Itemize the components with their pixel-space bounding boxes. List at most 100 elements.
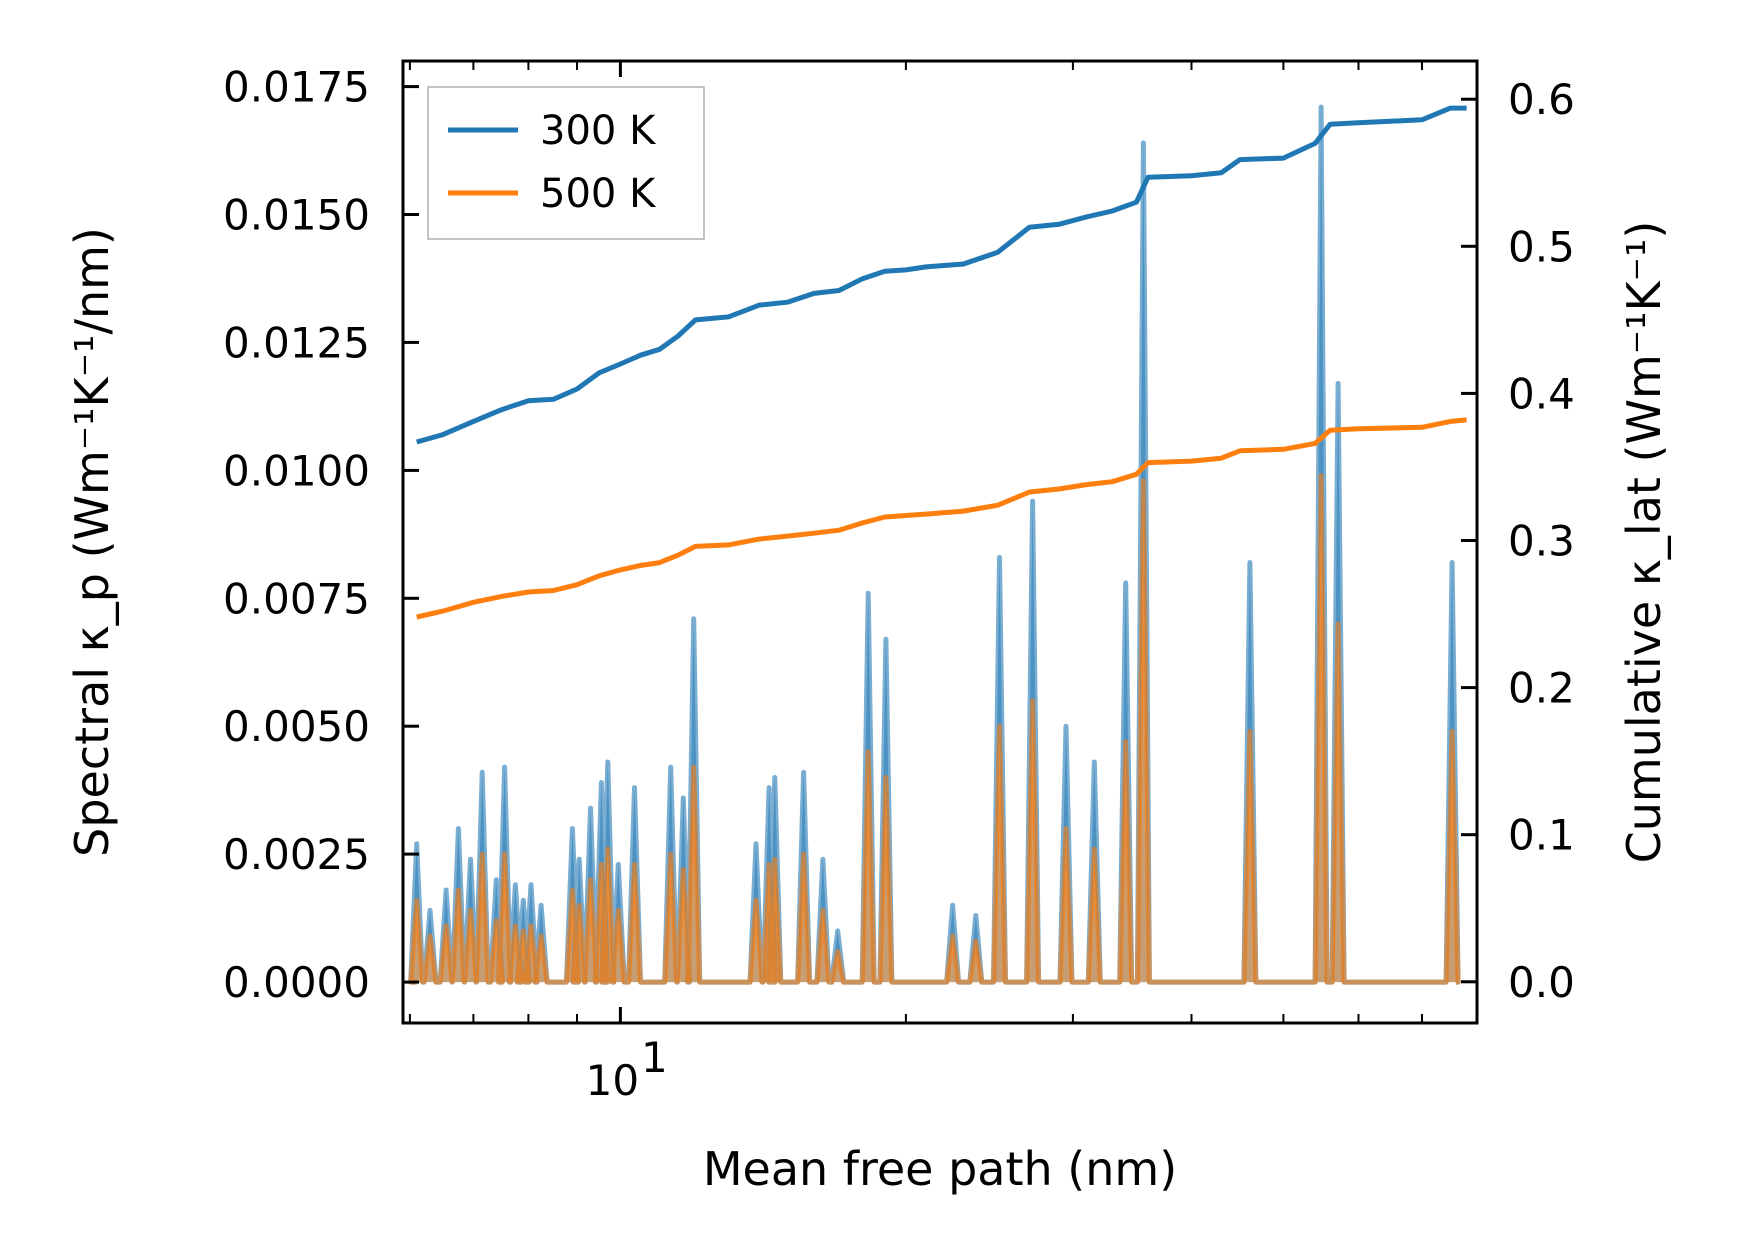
spectral-peak-500K-30	[952, 936, 953, 937]
spectral-peak-300K-7	[504, 767, 505, 768]
y-left-tick-label-5: 0.0125	[223, 318, 370, 367]
spectral-peak-300K-41	[1452, 562, 1453, 563]
spectral-peak-500K-3	[458, 890, 459, 891]
cumulative-point-300K-4	[528, 400, 529, 401]
cumulative-point-300K-26	[1086, 216, 1087, 217]
spectral-peak-300K-0	[416, 843, 417, 844]
spectral-peak-300K-18	[634, 787, 635, 788]
cumulative-line-300K	[416, 105, 1467, 445]
cumulative-point-500K-8	[620, 569, 621, 570]
y-left-tick-label-1: 0.0025	[223, 830, 370, 879]
cumulative-point-300K-16	[814, 293, 815, 294]
x-axis-ticks	[408, 61, 1478, 1023]
spectral-peak-500K-23	[769, 864, 770, 865]
cumulative-point-500K-19	[884, 517, 885, 518]
cumulative-point-500K-22	[963, 511, 964, 512]
cumulative-point-300K-17	[839, 290, 840, 291]
y-right-tick-label-5: 0.5	[1508, 222, 1575, 271]
cumulative-point-500K-13	[728, 544, 729, 545]
cumulative-point-300K-9	[640, 355, 641, 356]
spectral-peak-500K-28	[868, 751, 869, 752]
spectral-peak-300K-33	[1032, 501, 1033, 502]
spectral-peak-500K-34	[1066, 828, 1067, 829]
cumulative-point-300K-33	[1283, 158, 1284, 159]
spectral-peak-300K-8	[515, 884, 516, 885]
spectral-peak-500K-29	[885, 777, 886, 778]
y-right-axis-ticks	[1461, 97, 1477, 984]
cumulative-point-300K-19	[884, 271, 885, 272]
cumulative-point-300K-37	[1422, 119, 1423, 120]
spectral-peak-500K-17	[618, 910, 619, 911]
spectral-peak-300K-10	[531, 884, 532, 885]
cumulative-point-500K-16	[814, 533, 815, 534]
spectral-peak-500K-7	[504, 854, 505, 855]
spectral-peak-500K-4	[470, 910, 471, 911]
spectral-peak-500K-0	[416, 900, 417, 901]
cumulative-point-300K-13	[728, 316, 729, 317]
cumulative-point-300K-27	[1112, 211, 1113, 212]
spectral-peak-300K-38	[1249, 562, 1250, 563]
cumulative-point-300K-15	[787, 302, 788, 303]
y-right-tick-label-0: 0.0	[1508, 958, 1575, 1007]
spectral-peak-300K-24	[774, 777, 775, 778]
spectral-peak-300K-35	[1094, 762, 1095, 763]
x-tick-label-0: 10	[586, 1056, 639, 1105]
spectral-peak-500K-9	[523, 930, 524, 931]
cumulative-point-300K-12	[695, 319, 696, 320]
spectral-peak-300K-19	[670, 767, 671, 768]
y-right-axis-tick-labels: 0.0 0.1 0.2 0.3 0.4 0.5 0.6	[1508, 75, 1575, 1007]
cumulative-point-500K-25	[1059, 489, 1060, 490]
cumulative-point-300K-36	[1358, 122, 1359, 123]
spectral-peak-500K-6	[496, 920, 497, 921]
spectral-peak-500K-33	[1032, 700, 1033, 701]
spectral-peak-500K-15	[601, 864, 602, 865]
y-left-tick-label-2: 0.0050	[223, 702, 370, 751]
spectral-peak-300K-30	[952, 905, 953, 906]
legend-label-300K: 300 K	[540, 108, 657, 154]
spectral-peak-300K-16	[607, 762, 608, 763]
y-left-tick-label-6: 0.0150	[223, 191, 370, 240]
cumulative-point-500K-26	[1086, 484, 1087, 485]
cumulative-point-500K-15	[787, 536, 788, 537]
cumulative-point-500K-38	[1450, 421, 1451, 422]
spectral-peak-500K-39	[1321, 475, 1322, 476]
spectral-series-500K	[408, 473, 1461, 985]
cumulative-point-500K-28	[1136, 474, 1137, 475]
cumulative-point-300K-29	[1148, 177, 1149, 178]
cumulative-point-300K-23	[997, 252, 998, 253]
spectral-peak-500K-22	[756, 900, 757, 901]
y-right-tick-label-1: 0.1	[1508, 811, 1575, 860]
x-tick-label-exp-0: 1	[641, 1033, 668, 1082]
spectral-peak-300K-14	[590, 808, 591, 809]
cumulative-point-500K-20	[905, 515, 906, 516]
cumulative-point-500K-32	[1240, 450, 1241, 451]
cumulative-point-300K-32	[1240, 159, 1241, 160]
cumulative-point-300K-20	[905, 269, 906, 270]
spectral-peak-300K-31	[975, 915, 976, 916]
spectral-peak-300K-15	[601, 782, 602, 783]
spectral-peak-500K-16	[607, 849, 608, 850]
spectral-peak-500K-35	[1094, 849, 1095, 850]
spectral-peak-300K-1	[430, 910, 431, 911]
spectral-peak-500K-8	[515, 925, 516, 926]
spectral-peak-300K-21	[693, 618, 694, 619]
cumulative-point-500K-39	[1466, 419, 1467, 420]
spectral-peak-500K-37	[1143, 480, 1144, 481]
spectral-peak-300K-11	[541, 905, 542, 906]
spectral-peak-300K-4	[470, 859, 471, 860]
cumulative-point-300K-14	[759, 305, 760, 306]
cumulative-point-300K-8	[620, 364, 621, 365]
spectral-peak-500K-18	[634, 864, 635, 865]
spectral-peak-500K-5	[482, 854, 483, 855]
cumulative-point-300K-28	[1136, 202, 1137, 203]
spectral-peak-500K-2	[446, 925, 447, 926]
spectral-peak-500K-11	[541, 936, 542, 937]
cumulative-point-500K-17	[839, 530, 840, 531]
cumulative-point-300K-6	[577, 389, 578, 390]
y-right-axis-label: Cumulative κ_lat (Wm⁻¹K⁻¹)	[1617, 221, 1671, 864]
cumulative-point-300K-21	[926, 266, 927, 267]
spectral-peak-500K-41	[1452, 731, 1453, 732]
spectral-peak-300K-36	[1125, 582, 1126, 583]
cumulative-point-300K-34	[1315, 143, 1316, 144]
